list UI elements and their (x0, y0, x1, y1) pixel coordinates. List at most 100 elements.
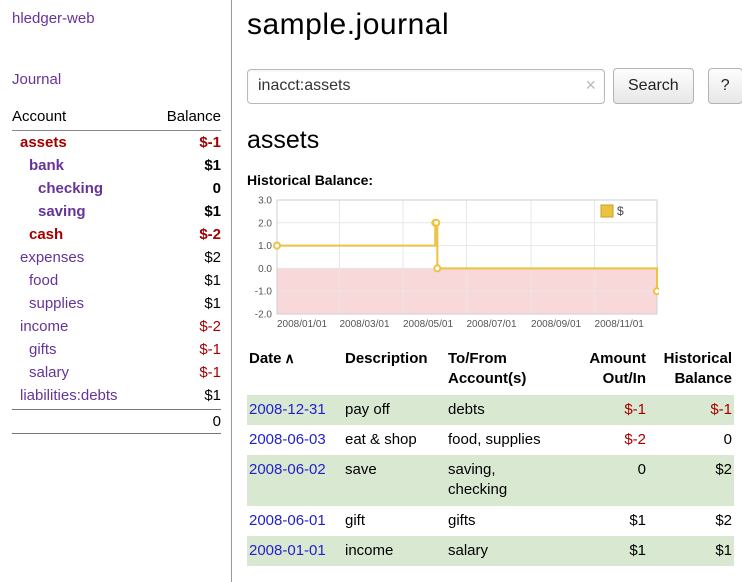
account-link[interactable]: supplies (12, 295, 84, 312)
transaction-amount: $-2 (576, 425, 648, 455)
transaction-amount: 0 (576, 455, 648, 506)
account-link[interactable]: cash (12, 226, 63, 243)
register-row: 2008-06-03 eat & shopfood, supplies$-20 (247, 425, 734, 455)
hledger-web-app: hledger-web Journal Account Balance asse… (0, 0, 742, 582)
account-row: gifts$-1 (12, 338, 221, 361)
col-amount-label-1: Amount (578, 349, 646, 369)
y-tick-label: 3.0 (258, 196, 272, 207)
register-row: 2008-01-01incomesalary$1$1 (247, 536, 734, 566)
account-balance: $-2 (199, 318, 221, 335)
transaction-accounts: gifts (446, 506, 576, 536)
col-header-description: Description (343, 347, 446, 395)
transaction-balance: $2 (648, 506, 734, 536)
y-tick-label: -2.0 (255, 310, 273, 321)
sidebar-item-journal[interactable]: Journal (12, 71, 221, 88)
transaction-accounts: food, supplies (446, 425, 576, 455)
account-balance: $1 (204, 272, 221, 289)
y-tick-label: 2.0 (258, 218, 272, 229)
help-button[interactable]: ? (708, 68, 742, 104)
page-title: sample.journal (247, 8, 742, 42)
register-row: 2008-12-31pay offdebts$-1$-1 (247, 395, 734, 425)
accounts-header-balance: Balance (167, 108, 221, 125)
col-header-date[interactable]: Date∧ (247, 347, 343, 395)
account-link[interactable]: income (12, 318, 68, 335)
x-tick-label: 2008/07/01 (466, 319, 516, 330)
search-button[interactable]: Search (613, 68, 694, 104)
account-row: food $1 (12, 269, 221, 292)
account-balance: $1 (204, 157, 221, 174)
transaction-description: gift (343, 506, 446, 536)
account-balance: $1 (204, 387, 221, 404)
transaction-accounts: saving, checking (446, 455, 576, 506)
transaction-amount: $1 (576, 506, 648, 536)
account-row: liabilities:debts $1 (12, 384, 221, 407)
y-tick-label: 1.0 (258, 241, 272, 252)
register-row: 2008-06-02 savesaving, checking0$2 (247, 455, 734, 506)
account-balance: 0 (213, 180, 221, 197)
account-balance: $1 (204, 203, 221, 220)
register-header-row: Date∧ Description To/From Account(s) Amo… (247, 347, 734, 395)
account-link[interactable]: assets (12, 134, 67, 151)
sidebar: hledger-web Journal Account Balance asse… (0, 0, 232, 582)
x-tick-label: 2008/11/01 (595, 319, 645, 330)
account-row: supplies$1 (12, 292, 221, 315)
account-link[interactable]: food (12, 272, 58, 289)
transaction-description: eat & shop (343, 425, 446, 455)
accounts-total-row: 0 (12, 409, 221, 434)
col-balance-label-1: Historical (650, 349, 732, 369)
account-link[interactable]: gifts (12, 341, 57, 358)
transaction-balance: $2 (648, 455, 734, 506)
chart-point (274, 243, 280, 249)
col-description-label: Description (345, 349, 440, 369)
chart-point (434, 265, 440, 271)
col-header-account: To/From Account(s) (446, 347, 576, 395)
account-link[interactable]: liabilities:debts (12, 387, 118, 404)
y-tick-label: -1.0 (255, 287, 273, 298)
transaction-balance: $-1 (648, 395, 734, 425)
transaction-balance: 0 (648, 425, 734, 455)
transaction-date-link[interactable]: 2008-06-01 (249, 512, 326, 529)
account-link[interactable]: salary (12, 364, 69, 381)
app-title-link[interactable]: hledger-web (12, 10, 221, 27)
transaction-description: save (343, 455, 446, 506)
accounts-table: Account Balance assets$-1bank$1checking0… (12, 108, 221, 434)
chart-point (654, 288, 659, 294)
x-tick-label: 2008/09/01 (531, 319, 581, 330)
x-tick-label: 2008/05/01 (403, 319, 453, 330)
account-link[interactable]: checking (12, 180, 103, 197)
transaction-date-link[interactable]: 2008-01-01 (249, 542, 326, 559)
account-balance: $-2 (199, 226, 221, 243)
legend-label: $ (617, 204, 624, 218)
chart-title: Historical Balance: (247, 172, 742, 188)
accounts-total-value: 0 (213, 413, 221, 430)
main-content: sample.journal × Search ? assets Histori… (232, 0, 742, 582)
register-row: 2008-06-01 giftgifts$1$2 (247, 506, 734, 536)
account-link[interactable]: bank (12, 157, 64, 174)
account-balance: $-1 (199, 134, 221, 151)
account-link[interactable]: expenses (12, 249, 84, 266)
account-row: bank $1 (12, 154, 221, 177)
search-bar: × Search ? (247, 68, 742, 104)
transaction-accounts: salary (446, 536, 576, 566)
accounts-list: assets $-1 bank $1 checking 0 saving $1 cash $-2 e… (12, 131, 221, 407)
account-row: cash $-2 (12, 223, 221, 246)
account-link[interactable]: saving (12, 203, 86, 220)
account-row: saving $1 (12, 200, 221, 223)
clear-search-icon[interactable]: × (585, 75, 596, 96)
transaction-date-link[interactable]: 2008-12-31 (249, 401, 326, 418)
account-row: income $-2 (12, 315, 221, 338)
col-header-amount: Amount Out/In (576, 347, 648, 395)
historical-balance-chart: 3.02.01.00.0-1.0-2.02008/01/012008/03/01… (247, 194, 659, 334)
account-row: checking 0 (12, 177, 221, 200)
transaction-date-link[interactable]: 2008-06-03 (249, 431, 326, 448)
account-heading: assets (247, 126, 742, 155)
transaction-amount: $-1 (576, 395, 648, 425)
sort-asc-icon: ∧ (285, 350, 295, 366)
legend-swatch (601, 205, 613, 217)
transaction-date-link[interactable]: 2008-06-02 (249, 461, 326, 478)
search-box: × (247, 69, 605, 104)
search-input[interactable] (247, 69, 605, 104)
x-tick-label: 2008/03/01 (339, 319, 389, 330)
account-row: expenses$2 (12, 246, 221, 269)
y-tick-label: 0.0 (258, 264, 272, 275)
